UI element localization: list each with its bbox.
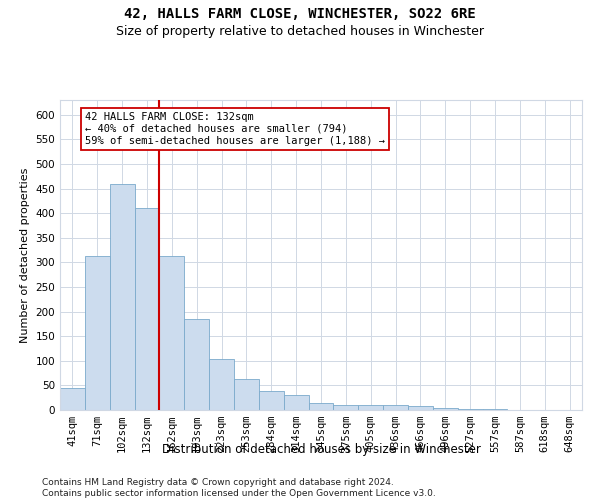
Bar [160, 256, 184, 410]
Text: 42, HALLS FARM CLOSE, WINCHESTER, SO22 6RE: 42, HALLS FARM CLOSE, WINCHESTER, SO22 6… [124, 8, 476, 22]
Bar [259, 392, 284, 410]
Bar [209, 359, 234, 410]
Bar [234, 379, 259, 410]
Bar [358, 404, 383, 410]
Y-axis label: Number of detached properties: Number of detached properties [20, 168, 30, 342]
Bar [458, 409, 482, 410]
Text: Contains HM Land Registry data © Crown copyright and database right 2024.
Contai: Contains HM Land Registry data © Crown c… [42, 478, 436, 498]
Bar [334, 404, 358, 410]
Text: Distribution of detached houses by size in Winchester: Distribution of detached houses by size … [161, 442, 481, 456]
Bar [85, 256, 110, 410]
Bar [110, 184, 134, 410]
Bar [383, 405, 408, 410]
Text: Size of property relative to detached houses in Winchester: Size of property relative to detached ho… [116, 25, 484, 38]
Bar [308, 402, 334, 410]
Bar [433, 408, 458, 410]
Bar [284, 395, 308, 410]
Bar [184, 320, 209, 410]
Bar [134, 208, 160, 410]
Bar [482, 409, 508, 410]
Bar [408, 406, 433, 410]
Text: 42 HALLS FARM CLOSE: 132sqm
← 40% of detached houses are smaller (794)
59% of se: 42 HALLS FARM CLOSE: 132sqm ← 40% of det… [85, 112, 385, 146]
Bar [60, 388, 85, 410]
